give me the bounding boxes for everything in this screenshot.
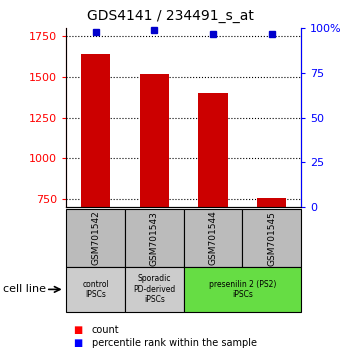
Text: GSM701545: GSM701545 bbox=[267, 211, 276, 266]
Text: GSM701544: GSM701544 bbox=[208, 211, 217, 266]
Text: cell line: cell line bbox=[3, 284, 46, 295]
Bar bbox=[125, 209, 184, 267]
Text: GSM701542: GSM701542 bbox=[91, 211, 100, 266]
Bar bbox=[184, 267, 301, 312]
Bar bbox=[198, 93, 227, 321]
Bar bbox=[66, 267, 125, 312]
Bar bbox=[66, 209, 125, 267]
Text: Sporadic
PD-derived
iPSCs: Sporadic PD-derived iPSCs bbox=[133, 274, 175, 304]
Text: GDS4141 / 234491_s_at: GDS4141 / 234491_s_at bbox=[87, 9, 253, 23]
Bar bbox=[242, 209, 301, 267]
Text: percentile rank within the sample: percentile rank within the sample bbox=[92, 338, 257, 348]
Bar bbox=[184, 209, 242, 267]
Bar bbox=[257, 198, 286, 321]
Text: count: count bbox=[92, 325, 119, 335]
Bar bbox=[140, 74, 169, 321]
Bar bbox=[81, 54, 110, 321]
Text: ■: ■ bbox=[73, 338, 82, 348]
Text: control
IPSCs: control IPSCs bbox=[82, 280, 109, 299]
Bar bbox=[125, 267, 184, 312]
Text: presenilin 2 (PS2)
iPSCs: presenilin 2 (PS2) iPSCs bbox=[208, 280, 276, 299]
Text: GSM701543: GSM701543 bbox=[150, 211, 159, 266]
Text: ■: ■ bbox=[73, 325, 82, 335]
